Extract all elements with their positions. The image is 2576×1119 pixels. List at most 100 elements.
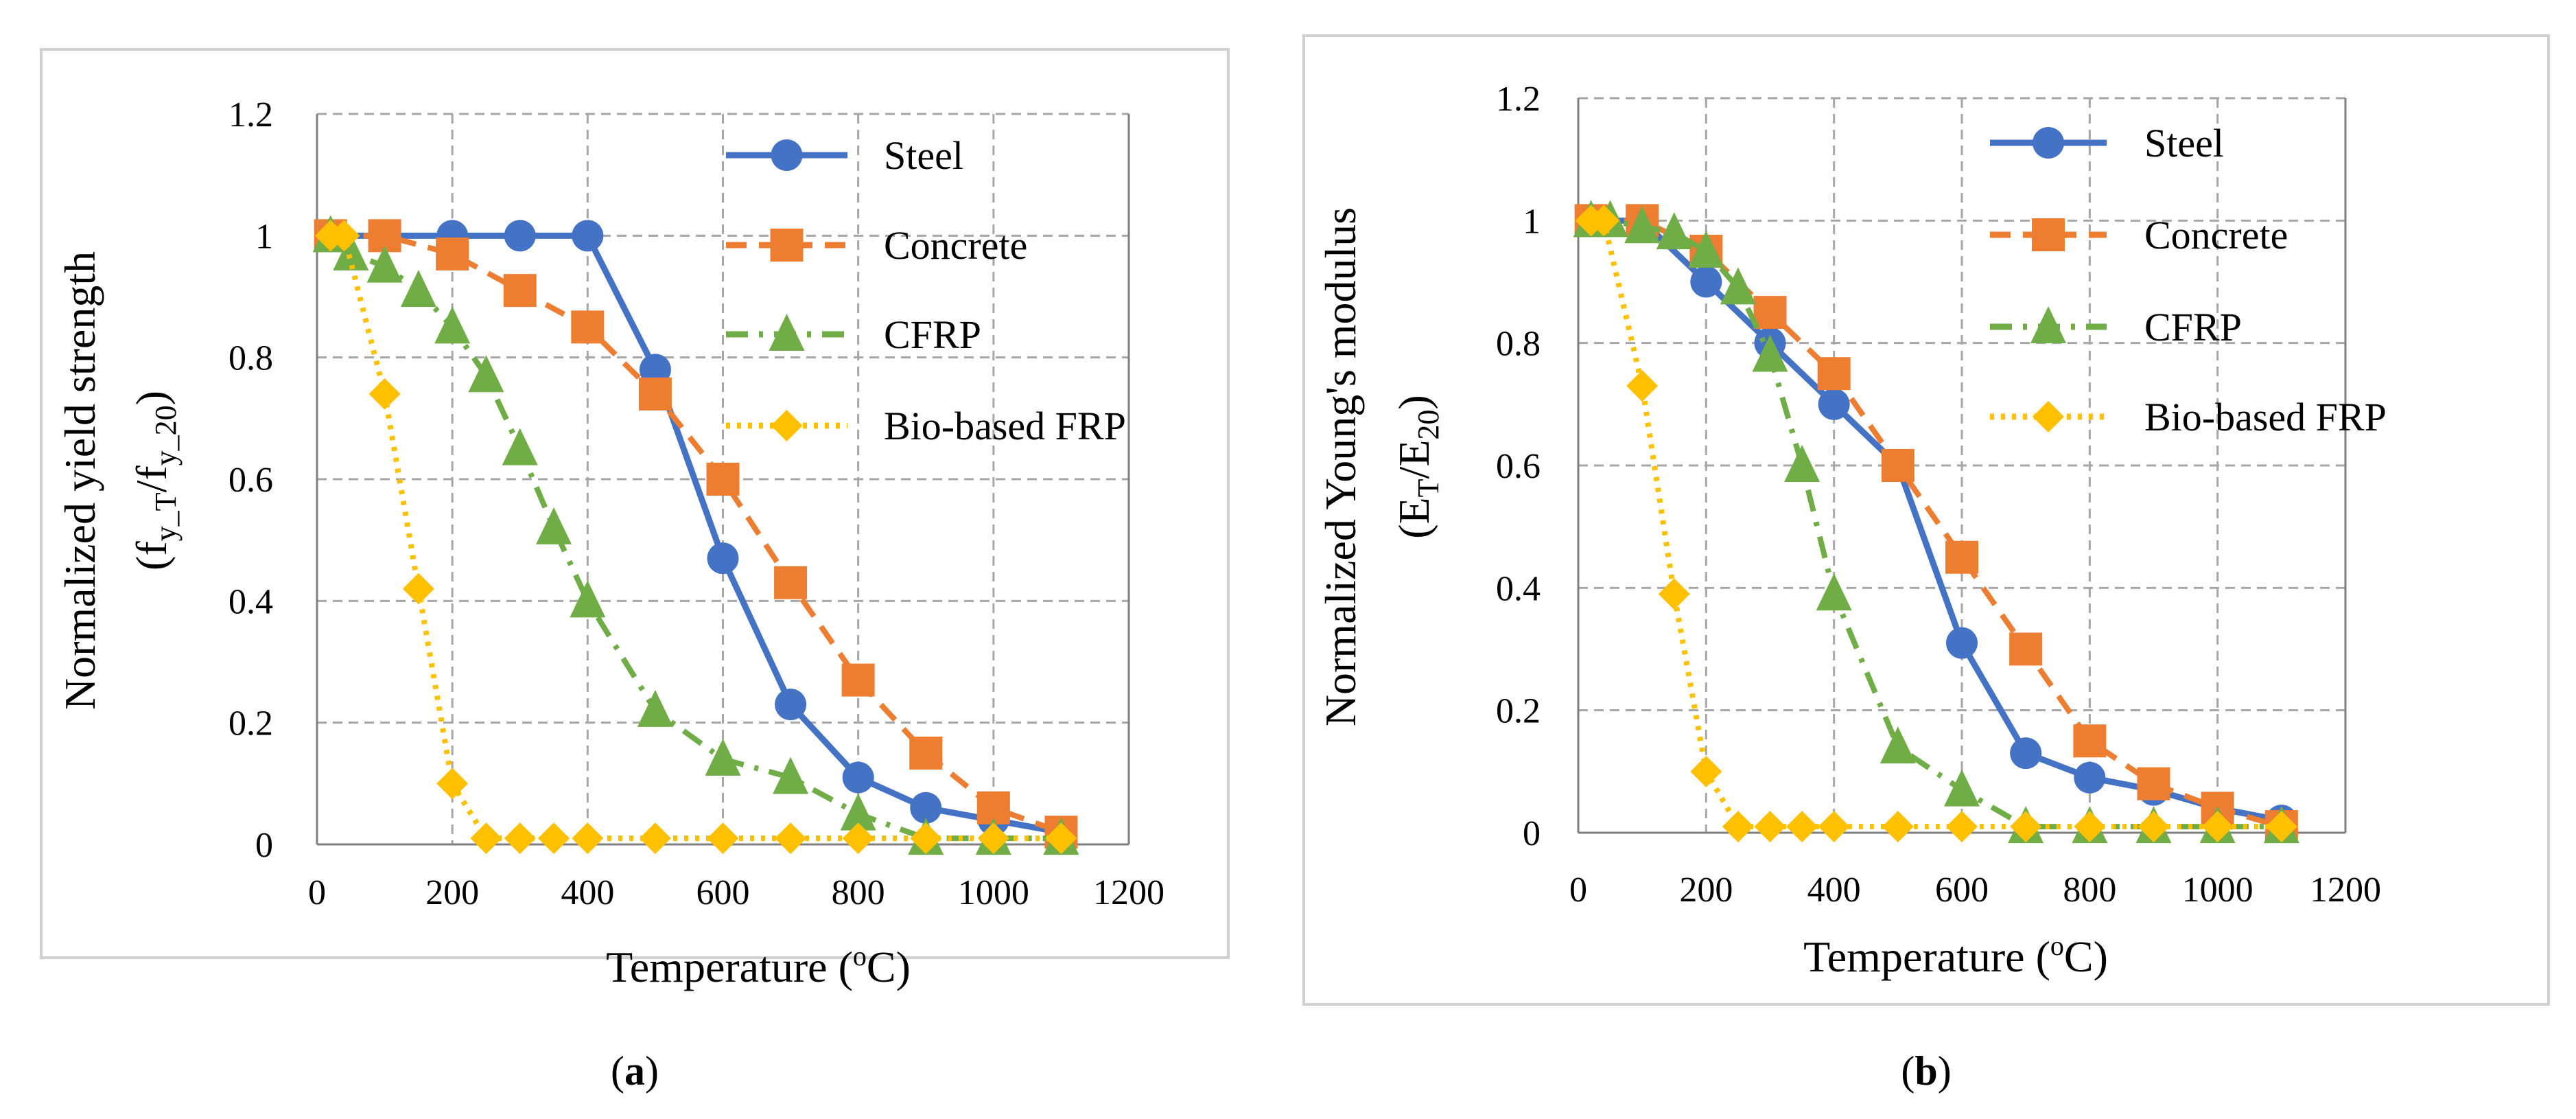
legend-item-bio: Bio-based FRP	[726, 404, 1126, 448]
data-point-cfrp	[468, 355, 504, 393]
y-axis-label-subscript: y_20	[149, 405, 183, 465]
data-point-cfrp	[1816, 573, 1852, 611]
x-tick-label: 1000	[2182, 870, 2253, 910]
data-point-cfrp	[1624, 206, 1661, 244]
y-axis-label-part: /f	[127, 465, 176, 493]
data-point-cfrp	[536, 507, 572, 544]
x-tick-label: 0	[1569, 870, 1587, 910]
data-point-concrete	[638, 377, 672, 411]
panel-label-open: (	[611, 1048, 624, 1094]
data-point-bio	[2074, 811, 2106, 843]
data-point-bio	[2265, 811, 2297, 843]
panel-label-letter: a	[624, 1048, 645, 1094]
data-point-steel	[504, 220, 536, 252]
y-tick-label: 1.2	[1496, 80, 1541, 119]
y-axis-label-part: (f	[127, 541, 176, 570]
x-tick-label: 200	[425, 873, 479, 912]
data-point-cfrp	[502, 428, 538, 465]
x-tick-label: 200	[1679, 870, 1733, 910]
legend-label-bio: Bio-based FRP	[884, 404, 1126, 448]
data-point-bio	[842, 822, 874, 855]
data-point-concrete	[1753, 296, 1787, 330]
chart-panel-a: 0 0.2 0.4 0.6 0.8 1 1.2 0 200 400 600 800 1000 1200 St…	[40, 48, 1230, 1094]
data-point-steel	[1818, 388, 1850, 420]
x-axis-label-end: C)	[867, 943, 911, 991]
data-point-bio	[504, 822, 536, 855]
data-point-steel	[2010, 737, 2042, 770]
y-axis-label-subscript: 20	[1412, 410, 1445, 440]
x-tick-label: 800	[832, 873, 885, 912]
y-axis-label-units: (fy_T/fy_20)	[127, 391, 183, 570]
data-point-bio	[1946, 811, 1978, 843]
data-point-bio	[1786, 811, 1818, 843]
data-point-cfrp	[1752, 334, 1788, 372]
data-point-cfrp	[400, 270, 436, 308]
y-tick-label: 1.2	[229, 95, 273, 135]
x-tick-label: 800	[2063, 870, 2116, 910]
panel-label: (a)	[611, 1048, 659, 1094]
chart-panel-b: 0 0.2 0.4 0.6 0.8 1 1.2 0 200 400 600 800 1000 1200 St…	[1302, 34, 2550, 1094]
data-point-bio	[1722, 811, 1754, 843]
legend-marker-cfrp	[769, 314, 805, 351]
data-point-bio	[639, 822, 671, 855]
legend-item-cfrp: CFRP	[726, 312, 981, 357]
data-point-concrete	[1817, 357, 1851, 391]
legend-label-cfrp: CFRP	[2144, 305, 2242, 349]
legend-marker-steel	[2033, 127, 2064, 159]
y-tick-label: 0.2	[229, 704, 273, 743]
y-tick-label: 1	[255, 217, 273, 256]
data-point-cfrp	[1656, 212, 1692, 250]
data-point-cfrp	[333, 233, 369, 270]
data-point-bio	[1818, 811, 1850, 843]
data-point-steel	[1946, 627, 1978, 659]
data-point-bio	[707, 822, 739, 855]
data-point-cfrp	[1944, 769, 1980, 807]
data-point-bio	[2201, 811, 2234, 843]
legend-label-concrete: Concrete	[2144, 213, 2288, 257]
data-point-cfrp	[1688, 230, 1724, 268]
data-point-steel	[1690, 266, 1722, 298]
data-point-steel	[910, 792, 942, 824]
data-point-bio	[470, 822, 502, 855]
data-point-bio	[436, 768, 469, 800]
y-axis-label: Normalized Young's modulus	[1316, 207, 1365, 726]
legend-label-bio: Bio-based FRP	[2144, 395, 2387, 439]
legend-marker-cfrp	[2030, 306, 2066, 343]
data-point-cfrp	[637, 689, 673, 727]
y-axis-label-units: (ET/E20)	[1390, 395, 1445, 538]
data-point-concrete	[436, 237, 469, 270]
legend-item-cfrp: CFRP	[1990, 305, 2242, 349]
y-tick-label: 0.6	[1496, 447, 1541, 486]
legend-label-steel: Steel	[884, 133, 963, 178]
data-point-cfrp	[773, 757, 809, 794]
x-tick-label: 1000	[958, 873, 1029, 912]
data-point-bio	[328, 220, 360, 252]
data-point-cfrp	[1784, 445, 1820, 482]
legend-item-concrete: Concrete	[1990, 213, 2288, 257]
x-tick-label: 400	[1807, 870, 1861, 910]
data-point-cfrp	[570, 580, 606, 618]
data-point-bio	[1882, 811, 1914, 843]
data-point-bio	[1690, 755, 1722, 787]
x-axis-label-sup: o	[2050, 930, 2064, 961]
y-axis-label-part: (E	[1390, 497, 1438, 538]
data-point-bio	[775, 822, 807, 855]
data-point-concrete	[909, 737, 943, 770]
x-axis-label: Temperature (oC)	[606, 941, 911, 991]
y-axis-label-subscript: T	[1412, 478, 1445, 497]
x-tick-label: 1200	[1093, 873, 1164, 912]
legend-item-steel: Steel	[1990, 121, 2224, 165]
panel-label-close: )	[1938, 1048, 1952, 1094]
x-tick-label: 1200	[2310, 870, 2381, 910]
series-line-cfrp	[329, 233, 1062, 842]
data-point-steel	[572, 220, 604, 252]
panel-frame	[40, 48, 1230, 959]
data-point-bio	[1754, 811, 1786, 843]
legend-marker-concrete	[770, 229, 804, 262]
x-axis-label-main: Temperature (	[1803, 932, 2050, 981]
data-point-cfrp	[840, 793, 876, 831]
legend-item-concrete: Concrete	[726, 223, 1027, 268]
legend-item-bio: Bio-based FRP	[1990, 395, 2387, 439]
data-point-concrete	[2009, 632, 2043, 666]
